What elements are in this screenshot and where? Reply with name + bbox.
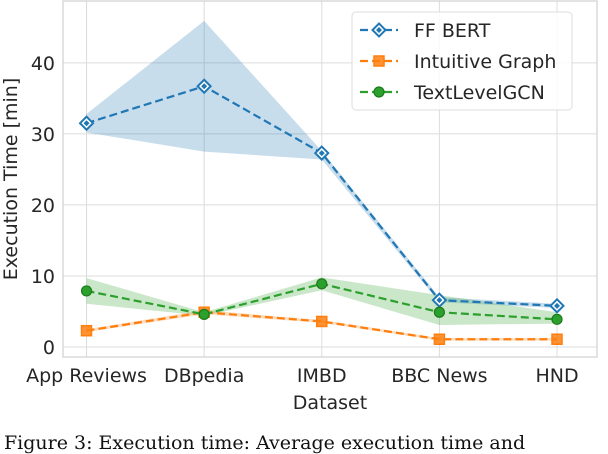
x-tick-label: DBpedia [164, 365, 244, 387]
diamond-marker-inner [318, 150, 325, 157]
circle-marker [80, 285, 93, 297]
legend-label: Intuitive Graph [414, 51, 556, 73]
diamond-marker-inner [436, 297, 443, 304]
diamond-marker-inner [201, 83, 208, 90]
y-tick-label: 40 [31, 53, 55, 75]
x-tick-label: HND [535, 365, 578, 387]
y-axis-label: Execution Time [min] [0, 78, 22, 280]
series-line [86, 311, 558, 341]
y-tick-label: 20 [31, 195, 55, 217]
figure-caption: Figure 3: Execution time: Average execut… [4, 432, 526, 454]
legend: FF BERT Intuitive Graph TextLevelGCN [351, 11, 573, 111]
y-tick-label: 30 [31, 124, 55, 146]
series-textlevelgcn [80, 278, 563, 325]
diamond-marker-inner [83, 120, 90, 127]
series-ff-bert [78, 78, 565, 314]
square-marker [433, 333, 446, 345]
circle-marker [433, 306, 445, 318]
legend-label: TextLevelGCN [413, 82, 545, 104]
diamond-marker-inner [554, 302, 561, 309]
legend-label: FF BERT [414, 20, 491, 42]
circle-marker [373, 86, 385, 98]
circle-marker [198, 308, 210, 320]
square-marker [373, 55, 385, 67]
diamond-marker-inner [376, 27, 382, 33]
plot-frame [62, 0, 598, 358]
execution-time-chart: 0 10 20 30 40 App Reviews DBpedia IMBD BBC News H… [0, 0, 598, 414]
square-marker [80, 324, 93, 337]
x-axis-label: Dataset [293, 392, 367, 414]
circle-marker [551, 313, 563, 325]
x-tick-label: IMBD [297, 365, 347, 387]
square-marker [316, 315, 328, 328]
x-tick-label: App Reviews [26, 365, 147, 387]
circle-marker [316, 278, 328, 290]
legend-box [351, 11, 573, 111]
y-tick-label: 0 [43, 337, 55, 359]
y-tick-label: 10 [31, 266, 55, 288]
square-marker [551, 333, 563, 345]
x-tick-label: BBC News [391, 365, 487, 387]
